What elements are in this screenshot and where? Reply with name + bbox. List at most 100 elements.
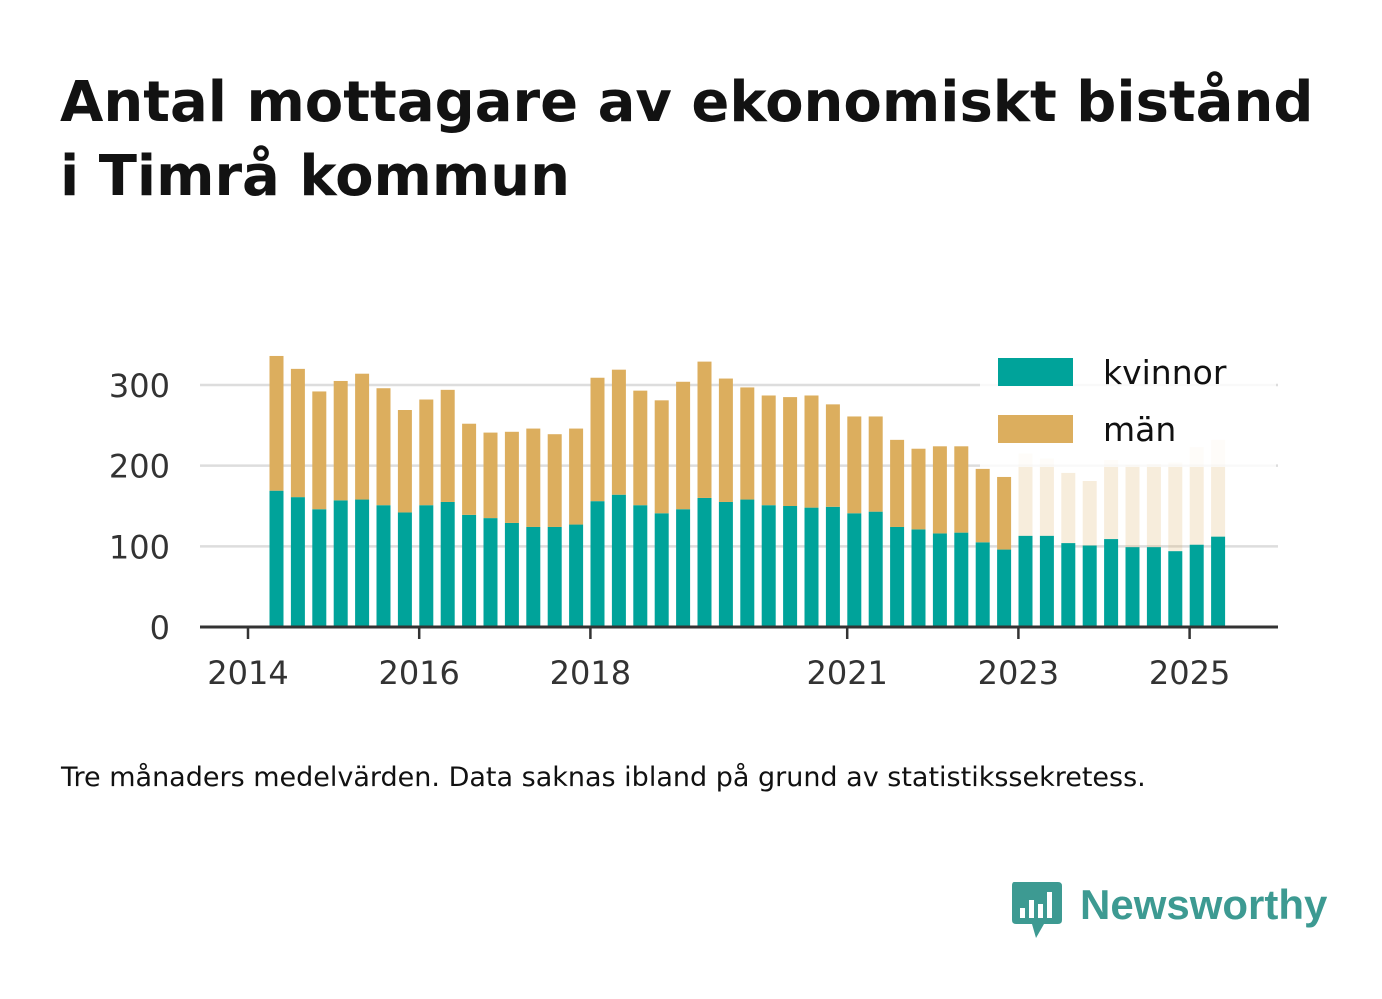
bar-kvinnor-2020-01	[761, 505, 776, 627]
bar-män-2016-10	[483, 432, 498, 519]
bar-kvinnor-2025-01	[1189, 544, 1204, 627]
bar-kvinnor-2018-07	[633, 505, 648, 627]
legend: kvinnor män	[998, 353, 1227, 449]
chart-caption: Tre månaders medelvärden. Data saknas ib…	[61, 762, 1146, 793]
bar-män-2015-04	[355, 373, 370, 500]
bars	[269, 355, 1226, 627]
bar-kvinnor-2014-04	[269, 490, 284, 627]
bar-kvinnor-2020-07	[804, 507, 819, 627]
bar-kvinnor-2016-10	[483, 518, 498, 627]
bar-män-2015-10	[397, 410, 412, 513]
bar-män-2018-04	[611, 369, 626, 495]
bar-män-2017-07	[547, 434, 562, 527]
bar-kvinnor-2016-07	[462, 514, 477, 627]
y-tick-label: 300	[109, 367, 170, 405]
bar-kvinnor-2016-04	[440, 501, 455, 627]
bar-kvinnor-2015-01	[333, 500, 348, 627]
bar-män-2021-07	[890, 439, 905, 527]
x-tick-label: 2018	[550, 654, 631, 692]
bar-kvinnor-2018-04	[611, 494, 626, 627]
bar-kvinnor-2018-01	[590, 501, 605, 627]
bar-män-2016-01	[419, 399, 434, 506]
bar-män-2019-01	[676, 381, 691, 510]
bar-kvinnor-2018-10	[654, 513, 669, 627]
bar-kvinnor-2020-04	[783, 506, 798, 627]
bar-kvinnor-2014-10	[312, 509, 327, 627]
bar-kvinnor-2015-10	[397, 512, 412, 627]
bar-män-2020-07	[804, 395, 819, 508]
bar-kvinnor-2023-07	[1061, 543, 1076, 627]
bar-kvinnor-2022-04	[954, 532, 969, 627]
y-tick-label: 100	[109, 528, 170, 566]
bar-kvinnor-2022-10	[997, 549, 1012, 627]
legend-swatch-män	[998, 415, 1073, 443]
bar-kvinnor-2023-10	[1082, 545, 1097, 627]
bar-män-2024-04	[1125, 464, 1140, 548]
bar-kvinnor-2015-07	[376, 505, 391, 627]
bar-kvinnor-2017-10	[569, 524, 584, 627]
legend-swatch-kvinnor	[998, 358, 1073, 386]
bar-kvinnor-2019-01	[676, 509, 691, 627]
bar-män-2024-07	[1146, 464, 1161, 548]
bar-män-2018-01	[590, 377, 605, 502]
bar-män-2024-01	[1104, 460, 1119, 540]
bar-kvinnor-2022-01	[932, 533, 947, 627]
bar-män-2017-10	[569, 428, 584, 525]
bar-kvinnor-2024-10	[1168, 551, 1183, 627]
axes: 0 100 200 300 2014 2016 2018 2021 2023 2025	[109, 367, 1278, 692]
bar-män-2019-07	[718, 378, 733, 502]
bar-män-2014-07	[290, 368, 305, 498]
bar-män-2025-01	[1189, 447, 1204, 545]
bar-kvinnor-2021-10	[911, 529, 926, 627]
bar-män-2020-10	[825, 404, 840, 507]
bar-män-2024-10	[1168, 462, 1183, 552]
bar-män-2022-07	[975, 468, 990, 543]
bar-män-2018-07	[633, 390, 648, 506]
bar-män-2018-10	[654, 400, 669, 514]
bar-män-2022-01	[932, 446, 947, 534]
bar-kvinnor-2021-01	[847, 513, 862, 627]
bar-män-2017-04	[526, 428, 541, 527]
bar-män-2015-07	[376, 388, 391, 506]
bar-män-2021-04	[868, 416, 883, 512]
bar-män-2020-01	[761, 395, 776, 506]
bar-kvinnor-2024-07	[1146, 547, 1161, 627]
bar-män-2014-04	[269, 355, 284, 491]
bar-kvinnor-2017-04	[526, 526, 541, 627]
bar-kvinnor-2024-04	[1125, 547, 1140, 627]
bar-män-2016-07	[462, 423, 477, 515]
x-tick-label: 2023	[978, 654, 1059, 692]
bar-män-2021-01	[847, 416, 862, 514]
legend-label-män: män	[1103, 410, 1176, 449]
x-tick-label: 2016	[378, 654, 459, 692]
bar-män-2023-01	[1018, 453, 1033, 536]
bar-kvinnor-2022-07	[975, 542, 990, 627]
newsworthy-bar-chart-icon	[1012, 882, 1062, 938]
bar-kvinnor-2017-01	[504, 522, 519, 627]
bar-män-2015-01	[333, 380, 348, 501]
bar-kvinnor-2019-07	[718, 501, 733, 627]
bar-kvinnor-2023-01	[1018, 535, 1033, 627]
x-tick-label: 2021	[806, 654, 887, 692]
bar-kvinnor-2025-04	[1211, 536, 1226, 627]
bar-män-2023-10	[1082, 480, 1097, 546]
y-tick-label: 0	[150, 609, 170, 647]
x-tick-label: 2014	[207, 654, 288, 692]
bar-män-2021-10	[911, 448, 926, 530]
y-tick-label: 200	[109, 448, 170, 486]
chart-title: Antal mottagare av ekonomiskt bistånd i …	[60, 70, 1314, 209]
bar-kvinnor-2014-07	[290, 497, 305, 627]
bar-män-2016-04	[440, 389, 455, 502]
bar-kvinnor-2020-10	[825, 506, 840, 627]
newsworthy-logo[interactable]: Newsworthy	[1010, 878, 1340, 940]
bar-män-2014-10	[312, 391, 327, 510]
legend-label-kvinnor: kvinnor	[1103, 353, 1227, 392]
bar-kvinnor-2016-01	[419, 505, 434, 627]
bar-män-2020-04	[783, 397, 798, 506]
bar-män-2022-04	[954, 446, 969, 533]
bar-kvinnor-2017-07	[547, 526, 562, 627]
bar-män-2019-10	[740, 387, 755, 500]
bar-kvinnor-2019-04	[697, 497, 712, 627]
bar-män-2017-01	[504, 431, 519, 523]
bar-kvinnor-2023-04	[1039, 535, 1054, 627]
